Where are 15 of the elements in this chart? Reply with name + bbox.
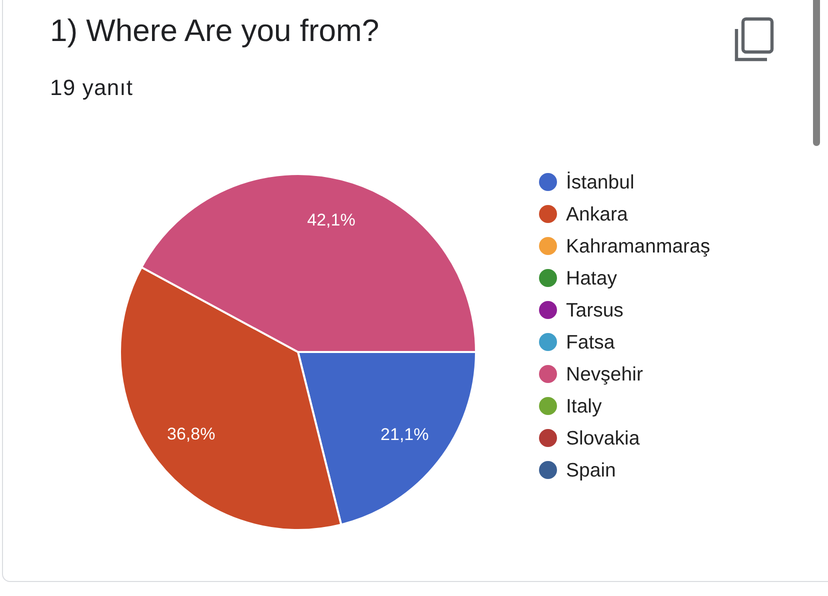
data-label: 21,1%	[380, 424, 429, 444]
legend-label: Slovakia	[566, 427, 640, 450]
legend-label: Hatay	[566, 267, 618, 290]
legend-label: Nevşehir	[566, 363, 644, 386]
data-label: 42,1%	[307, 210, 356, 230]
chart-title: 1) Where Are you from?	[50, 13, 380, 49]
legend-label: Spain	[566, 459, 616, 482]
legend-label: Tarsus	[566, 299, 624, 322]
legend-label: Fatsa	[566, 331, 615, 354]
legend-label: Kahramanmaraş	[566, 235, 710, 258]
chart-subtitle: 19 yanıt	[50, 75, 134, 101]
legend-label: Italy	[566, 395, 602, 418]
data-label: 36,8%	[167, 424, 216, 444]
legend-label: Ankara	[566, 203, 628, 226]
legend-label: İstanbul	[566, 171, 634, 194]
